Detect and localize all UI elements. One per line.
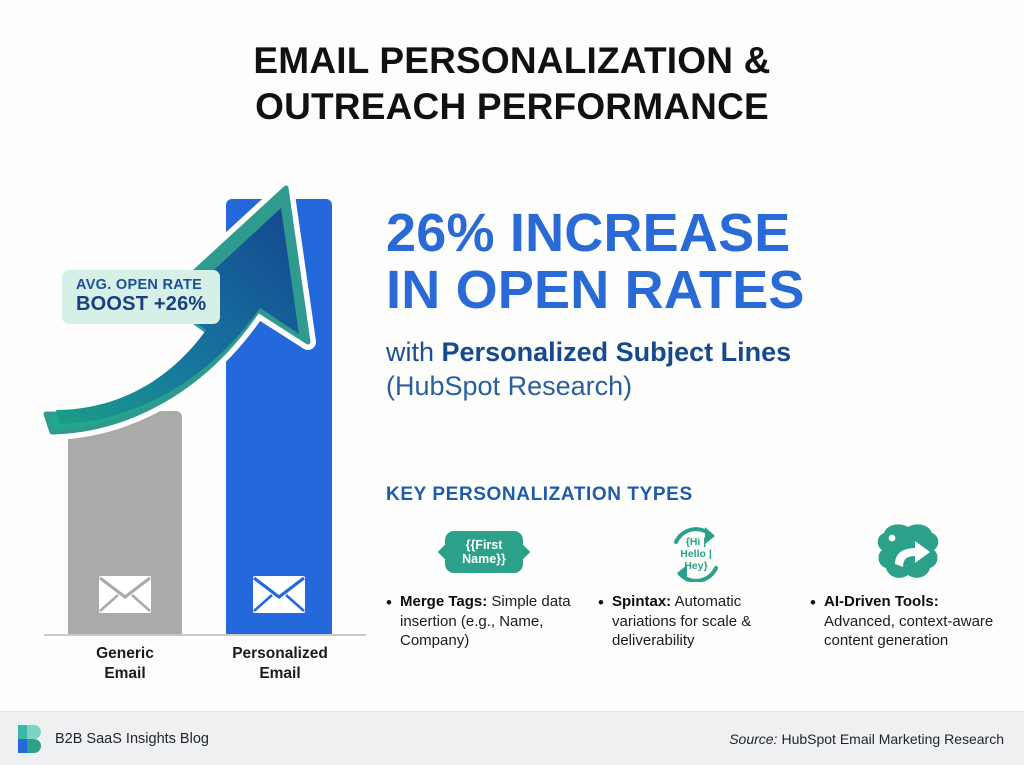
brand-logo-icon [18, 724, 41, 753]
bullet-row: • Spintax: Automatic variations for scal… [598, 592, 794, 651]
list-item: {{First Name}} • Merge Tags: Simple data… [386, 520, 582, 651]
type-term: Merge Tags: [400, 593, 488, 610]
type-desc: Advanced, context-aware content generati… [824, 612, 994, 650]
subheadline: with Personalized Subject Lines (HubSpot… [386, 335, 998, 403]
bullet-text: Merge Tags: Simple data insertion (e.g.,… [400, 592, 582, 651]
envelope-icon [253, 576, 305, 613]
bar-label-personalized: Personalized Email [198, 644, 362, 684]
main-stat-block: 26% INCREASE IN OPEN RATES with Personal… [386, 203, 998, 404]
merge-tag-chip-icon: {{First Name}} [445, 531, 523, 573]
merge-chip-line2: Name}} [462, 552, 506, 566]
bullet-dot-icon: • [386, 593, 392, 612]
bullet-row: • Merge Tags: Simple data insertion (e.g… [386, 592, 582, 651]
bar-chart: Generic Email Personalized Email [40, 180, 370, 682]
bar-label-generic-line1: Generic [96, 645, 154, 663]
type-term: AI-Driven Tools: [824, 593, 939, 610]
headline-line-2: IN OPEN RATES [386, 260, 805, 321]
page-title: EMAIL PERSONALIZATION & OUTREACH PERFORM… [0, 38, 1024, 131]
bar-personalized-email [226, 199, 332, 634]
subhead-bold: Personalized Subject Lines [441, 337, 792, 368]
svg-text:Hello |: Hello | [680, 548, 712, 560]
badge-bottom-label: BOOST +26% [76, 293, 207, 316]
subhead-source: (HubSpot Research) [386, 371, 633, 402]
personalization-types-list: {{First Name}} • Merge Tags: Simple data… [386, 520, 1010, 651]
title-line-1: EMAIL PERSONALIZATION & [253, 40, 771, 81]
type-desc: Simple data insertion (e.g., Name, Compa… [400, 593, 571, 649]
list-item: {Hi | Hello | Hey} • Spintax: Automatic … [598, 520, 794, 651]
ai-brain-icon [877, 524, 939, 578]
bar-label-generic: Generic Email [58, 644, 192, 684]
footer-source-label: Source: [729, 730, 778, 747]
bullet-dot-icon: • [810, 593, 816, 612]
icon-slot: {Hi | Hello | Hey} [598, 520, 794, 584]
footer-brand-group: B2B SaaS Insights Blog [18, 712, 209, 765]
title-line-2: OUTREACH PERFORMANCE [255, 86, 769, 128]
svg-text:{Hi |: {Hi | [686, 536, 707, 548]
type-desc: Automatic variations for scale & deliver… [612, 593, 752, 649]
bullet-row: • AI-Driven Tools: Advanced, context-awa… [810, 592, 1006, 651]
merge-chip-line1: {{First [465, 538, 503, 552]
icon-slot [810, 520, 1006, 584]
svg-text:Hey}: Hey} [684, 560, 707, 572]
type-term: Spintax: [612, 593, 672, 610]
badge-top-label: AVG. OPEN RATE [76, 277, 203, 293]
envelope-icon [99, 576, 151, 613]
bullet-text: Spintax: Automatic variations for scale … [612, 592, 794, 651]
bar-label-generic-line2: Email [104, 665, 146, 683]
bar-label-personalized-line2: Email [259, 665, 301, 683]
footer-brand-label: B2B SaaS Insights Blog [55, 730, 209, 747]
footer-bar: B2B SaaS Insights Blog Source: HubSpot E… [0, 711, 1024, 765]
bullet-dot-icon: • [598, 593, 604, 612]
spintax-cycle-icon: {Hi | Hello | Hey} [674, 527, 718, 582]
status-badge: AVG. OPEN RATE BOOST +26% [62, 270, 221, 324]
headline-line-1: 26% INCREASE [386, 203, 791, 263]
chart-baseline [44, 634, 366, 636]
icon-slot: {{First Name}} [386, 520, 582, 584]
bar-label-personalized-line1: Personalized [232, 645, 328, 663]
list-item: • AI-Driven Tools: Advanced, context-awa… [810, 520, 1006, 651]
footer-source: Source: HubSpot Email Marketing Research [729, 712, 1004, 765]
bullet-text: AI-Driven Tools: Advanced, context-aware… [824, 592, 1006, 651]
subhead-prefix: with [386, 337, 442, 368]
section-heading: KEY PERSONALIZATION TYPES [386, 484, 693, 505]
footer-source-text: HubSpot Email Marketing Research [781, 730, 1004, 747]
